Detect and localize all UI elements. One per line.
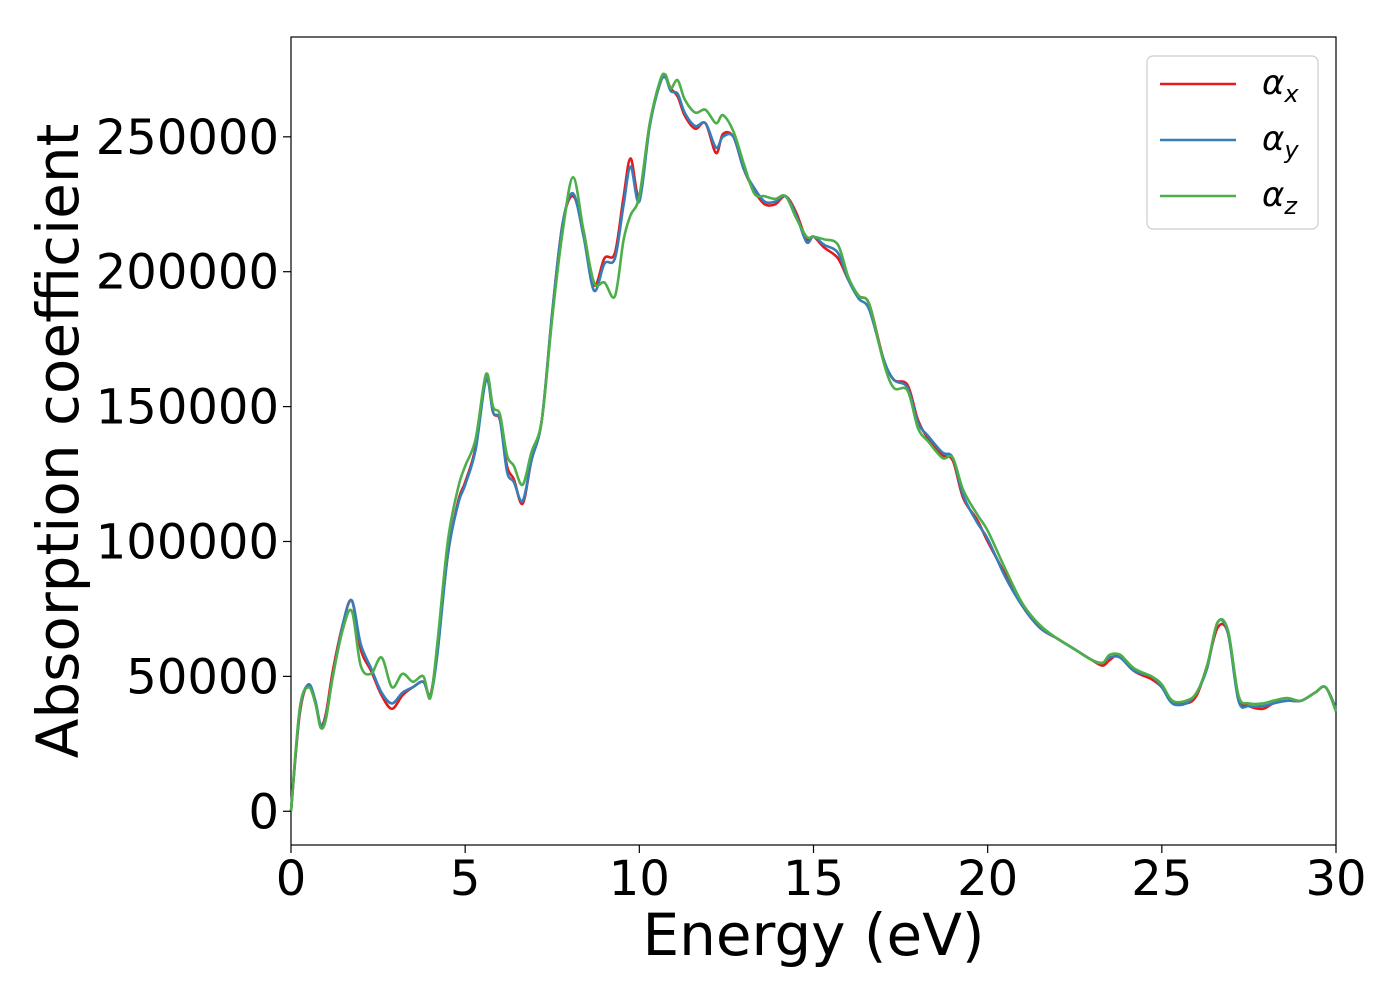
legend-label-z: αz [1262, 175, 1298, 220]
series-layer [289, 72, 1338, 812]
x-axis-title: Energy (eV) [642, 901, 984, 969]
y-tick-label: 0 [248, 784, 279, 840]
x-tick-label: 30 [1305, 851, 1366, 907]
legend: αx αy αz [1146, 55, 1319, 230]
x-tick-label: 10 [609, 851, 670, 907]
legend-label-x: αx [1262, 63, 1299, 108]
legend-label-y: αy [1262, 119, 1299, 164]
legend-box [1146, 55, 1319, 230]
y-axis-title: Absorption coefficient [24, 124, 92, 759]
y-tick-label: 50000 [126, 649, 279, 705]
x-tick-label: 5 [450, 851, 481, 907]
y-tick-label: 150000 [96, 380, 279, 436]
x-axis-ticks: 0 5 10 15 20 25 30 [276, 845, 1367, 907]
y-axis-ticks: 0 50000 100000 150000 200000 250000 [96, 110, 291, 840]
y-tick-label: 100000 [96, 514, 279, 570]
x-tick-label: 20 [957, 851, 1018, 907]
x-tick-label: 15 [783, 851, 844, 907]
x-tick-label: 25 [1131, 851, 1192, 907]
x-tick-label: 0 [276, 851, 307, 907]
y-tick-label: 250000 [96, 110, 279, 166]
series-line-z [289, 72, 1338, 812]
y-tick-label: 200000 [96, 245, 279, 301]
